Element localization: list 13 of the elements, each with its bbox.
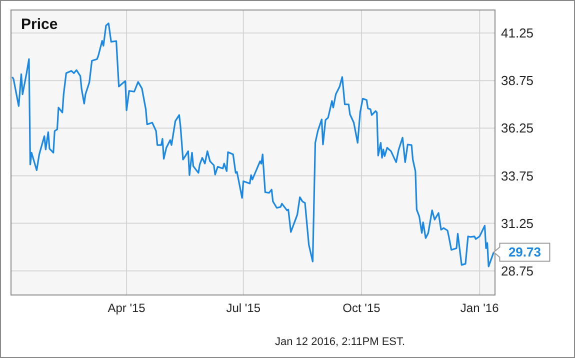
text: Jan 12 2016, 2:11PM EST.	[275, 336, 406, 348]
x-tick-label: Jul '15	[226, 301, 261, 315]
x-tick-label: Jan '16	[460, 301, 500, 315]
x-tick-label: Oct '15	[342, 301, 381, 315]
y-tick-label: 28.75	[501, 263, 534, 278]
annotation: 29.73	[508, 244, 541, 260]
y-tick-label: 31.25	[501, 216, 534, 231]
y-tick-label: 41.25	[501, 26, 534, 41]
y-tick-label: 36.25	[501, 120, 534, 136]
x-tick-label: Apr '15	[108, 301, 146, 315]
y-tick-label: 38.75	[501, 73, 534, 88]
y-tick-label: 33.75	[501, 168, 534, 184]
chart-title: Price	[21, 16, 58, 33]
